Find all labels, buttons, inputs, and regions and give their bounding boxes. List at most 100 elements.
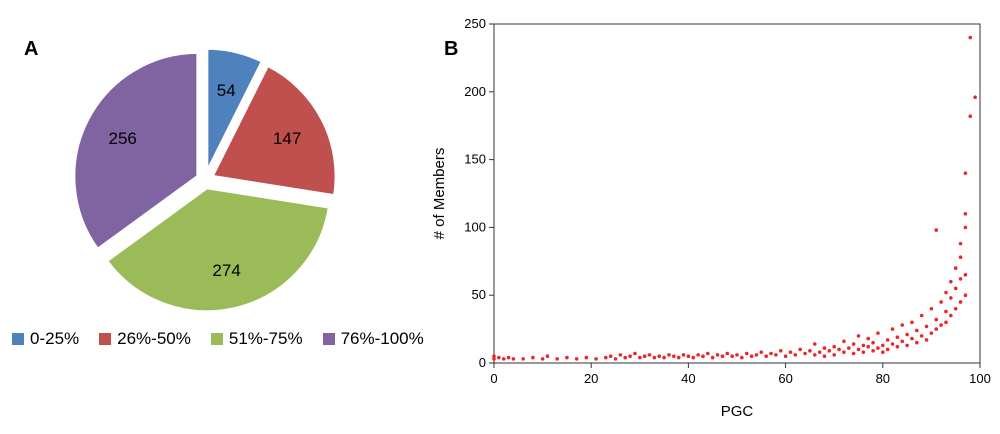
scatter-point [594,357,598,361]
scatter-point [769,351,773,356]
scatter-point [890,327,895,331]
scatter-point [725,351,730,356]
scatter-point [866,336,871,341]
scatter-point [924,324,929,329]
scatter-point [808,348,812,353]
scatter-point [676,355,681,360]
scatter-point [812,342,817,346]
scatter-point [613,357,618,361]
scatter-point [885,338,890,342]
scatter-point [710,355,715,360]
scatter-point [749,354,754,359]
scatter-point [890,342,895,346]
scatter-point [968,114,973,119]
scatter-point [817,350,822,354]
scatter-point [667,353,671,357]
x-tick-label: 60 [778,371,792,386]
legend-swatch-0-25 [12,333,24,345]
scatter-point [842,350,846,354]
scatter-point [924,338,929,342]
scatter-point [681,353,686,357]
scatter-point [706,351,710,356]
pie-slice-51-75 [104,186,332,314]
scatter-point [973,95,977,100]
scatter-point [934,228,939,232]
scatter-point [715,353,720,357]
scatter-point [963,273,968,277]
x-tick-label: 0 [490,371,497,386]
scatter-point [944,309,948,314]
scatter-point [944,320,948,325]
scatter-point [958,300,963,304]
scatter-point [822,354,827,359]
scatter-point [506,355,511,360]
legend-swatch-26-50 [99,333,112,345]
pie-slice-76-100 [72,50,200,252]
scatter-point [642,354,647,359]
scatter-point [511,357,516,361]
scatter-point [958,241,963,246]
scatter-point [963,212,968,216]
scatter-point [696,353,700,357]
scatter-point [827,348,832,353]
scatter-point [832,353,836,357]
scatter-point [647,353,652,357]
scatter-point [963,225,968,230]
scatter-point [929,331,934,335]
scatter-point [905,332,909,337]
pie-label-26-50: 147 [273,129,301,148]
scatter-point [910,336,914,341]
scatter-point [939,323,943,327]
scatter-point [968,35,973,40]
scatter-point [531,355,535,360]
scatter-point [497,355,501,360]
scatter-point [949,279,953,284]
legend-swatch-76-100 [322,333,335,345]
scatter-point [793,353,798,357]
panel-b-label: B [444,38,459,60]
scatter-point [846,346,851,350]
scatter-point [856,334,861,338]
scatter-point [934,317,939,322]
y-tick-label: 50 [472,287,486,302]
scatter-point [652,355,657,360]
scatter-point [540,357,545,361]
scatter-point [803,351,807,356]
legend-swatch-51-75 [210,333,223,345]
legend-label-0-25: 0-25% [30,329,80,348]
scatter-point [720,354,725,359]
scatter-point [861,350,866,354]
scatter-point [934,327,939,331]
scatter-point [837,347,841,352]
y-axis-title: # of Members [431,148,448,240]
y-tick-label: 250 [464,16,486,31]
scatter-point [963,171,968,175]
pie-legend: 0-25% 26%-50% 51%-75% 76%-100% [12,329,424,349]
scatter-point [672,354,676,359]
y-tick-label: 150 [464,152,486,167]
scatter-point [851,342,856,346]
scatter-point [555,357,559,361]
scatter-point [691,355,696,360]
scatter-point [895,335,900,340]
scatter-point [492,354,496,359]
scatter-point [919,334,924,338]
scatter-point [876,331,880,335]
x-tick-label: 40 [681,371,695,386]
scatter-point [657,354,662,359]
scatter-point [783,354,788,359]
scatter-point [944,290,948,295]
scatter-point [754,353,759,357]
x-tick-label: 20 [584,371,598,386]
panel-a-label: A [24,38,39,60]
scatter-point [662,355,666,360]
scatter-point [866,344,871,349]
scatter-point [492,357,496,361]
scatter-point [939,300,943,304]
scatter-point [774,353,778,357]
scatter-point [812,353,817,357]
scatter-point [574,357,579,361]
y-tick-label: 200 [464,84,486,99]
x-tick-label: 80 [876,371,890,386]
scatter-point [900,323,905,327]
